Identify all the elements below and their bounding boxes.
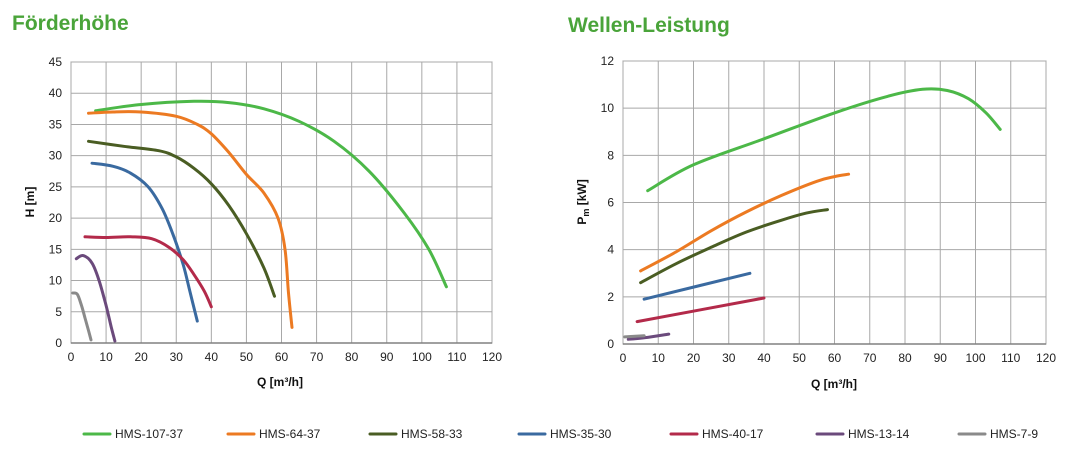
x-tick-label: 10 [652, 351, 666, 365]
series-line-hms-64-37 [639, 172, 851, 273]
legend-label: HMS-35-30 [550, 427, 612, 441]
x-tick-label: 80 [898, 351, 912, 365]
y-tick-label: 10 [601, 101, 615, 115]
legend-item: HMS-58-33 [368, 427, 463, 441]
legend-label: HMS-7-9 [990, 427, 1038, 441]
x-axis-label: Q [m³/h] [257, 375, 303, 389]
x-tick-label: 40 [757, 351, 771, 365]
chart-wellen-leistung: Wellen-Leistung 0 2 4 6 8 10 12 0 10 20 30 40 50 60 7… [568, 14, 1056, 391]
y-tick-label: 45 [49, 55, 63, 69]
legend-item: HMS-35-30 [517, 427, 612, 441]
x-axis-label: Q [m³/h] [811, 377, 857, 391]
series-lines [71, 99, 448, 343]
chart-grid [70, 61, 493, 344]
y-tick-label: 35 [49, 117, 63, 131]
x-tick-label: 80 [345, 350, 359, 364]
legend-item: HMS-107-37 [82, 427, 183, 441]
x-tick-label: 90 [934, 351, 948, 365]
x-tick-label: 0 [620, 351, 627, 365]
series-line-hms-35-30 [90, 161, 199, 323]
y-tick-label: 40 [49, 86, 63, 100]
legend-item: HMS-40-17 [669, 427, 764, 441]
y-axis-label-main: P [575, 217, 589, 225]
series-line-hms-64-37 [87, 110, 294, 329]
y-tick-labels: 0 5 10 15 20 25 30 35 40 45 [49, 55, 63, 350]
y-tick-label: 5 [55, 305, 62, 319]
x-tick-label: 70 [863, 351, 877, 365]
legend-label: HMS-58-33 [401, 427, 463, 441]
x-tick-label: 20 [687, 351, 701, 365]
x-tick-label: 50 [240, 350, 254, 364]
x-tick-labels: 0 10 20 30 40 50 60 70 80 90 100 110 120 [68, 350, 503, 364]
x-tick-label: 30 [722, 351, 736, 365]
y-tick-label: 6 [607, 196, 614, 210]
series-line-hms-58-33 [87, 139, 276, 298]
x-tick-label: 40 [205, 350, 219, 364]
legend-label: HMS-40-17 [702, 427, 764, 441]
legend-item: HMS-7-9 [957, 427, 1038, 441]
y-axis-label: Pm [kW] [575, 179, 591, 224]
x-tick-label: 100 [965, 351, 985, 365]
y-tick-label: 0 [607, 337, 614, 351]
legend-label: HMS-13-14 [848, 427, 910, 441]
series-line-hms-35-30 [642, 271, 752, 301]
series-line-hms-7-9 [623, 334, 646, 339]
series-line-hms-107-37 [646, 87, 1002, 193]
x-tick-label: 50 [793, 351, 807, 365]
y-tick-labels: 0 2 4 6 8 10 12 [601, 54, 615, 351]
x-tick-label: 120 [482, 350, 502, 364]
series-lines [623, 87, 1002, 341]
y-tick-label: 30 [49, 149, 63, 163]
y-tick-label: 8 [607, 148, 614, 162]
y-tick-label: 4 [607, 243, 614, 257]
series-line-hms-107-37 [94, 99, 448, 289]
y-axis-label: H [m] [23, 187, 37, 218]
x-tick-label: 110 [1001, 351, 1020, 365]
x-tick-label: 120 [1036, 351, 1056, 365]
y-axis-label-unit: [kW] [575, 179, 589, 208]
x-tick-labels: 0 10 20 30 40 50 60 70 80 90 100 110 120 [620, 351, 1057, 365]
x-tick-label: 60 [828, 351, 842, 365]
x-tick-label: 90 [380, 350, 394, 364]
x-tick-label: 30 [170, 350, 184, 364]
y-tick-label: 10 [49, 274, 63, 288]
x-tick-label: 110 [447, 350, 466, 364]
y-axis-label-sub: m [581, 209, 591, 217]
y-tick-label: 2 [607, 290, 614, 304]
y-tick-label: 15 [49, 242, 63, 256]
series-line-hms-13-14 [74, 253, 117, 343]
series-line-hms-40-17 [635, 296, 766, 324]
legend-label: HMS-107-37 [115, 427, 183, 441]
x-tick-label: 10 [99, 350, 113, 364]
series-line-hms-13-14 [626, 332, 671, 341]
y-tick-label: 12 [601, 54, 615, 68]
x-tick-label: 0 [68, 350, 75, 364]
y-tick-label: 0 [55, 336, 62, 350]
chart-grid [622, 60, 1047, 345]
x-tick-label: 20 [134, 350, 148, 364]
series-line-hms-7-9 [71, 291, 93, 342]
x-tick-label: 70 [310, 350, 324, 364]
chart-foerderhoehe: Förderhöhe 0 5 10 15 20 25 30 35 40 45 0 10 20 30 40 5… [12, 12, 502, 389]
series-line-hms-58-33 [639, 208, 829, 285]
x-tick-label: 60 [275, 350, 289, 364]
y-tick-label: 20 [49, 211, 63, 225]
y-tick-label: 25 [49, 180, 63, 194]
legend-item: HMS-64-37 [226, 427, 321, 441]
chart-title: Förderhöhe [12, 12, 129, 35]
chart-title: Wellen-Leistung [568, 14, 730, 37]
x-tick-label: 100 [412, 350, 432, 364]
legend-item: HMS-13-14 [815, 427, 910, 441]
series-line-hms-40-17 [83, 235, 213, 309]
legend-label: HMS-64-37 [259, 427, 321, 441]
legend: HMS-107-37 HMS-64-37 HMS-58-33 HMS-35-30 HMS… [82, 427, 1038, 441]
